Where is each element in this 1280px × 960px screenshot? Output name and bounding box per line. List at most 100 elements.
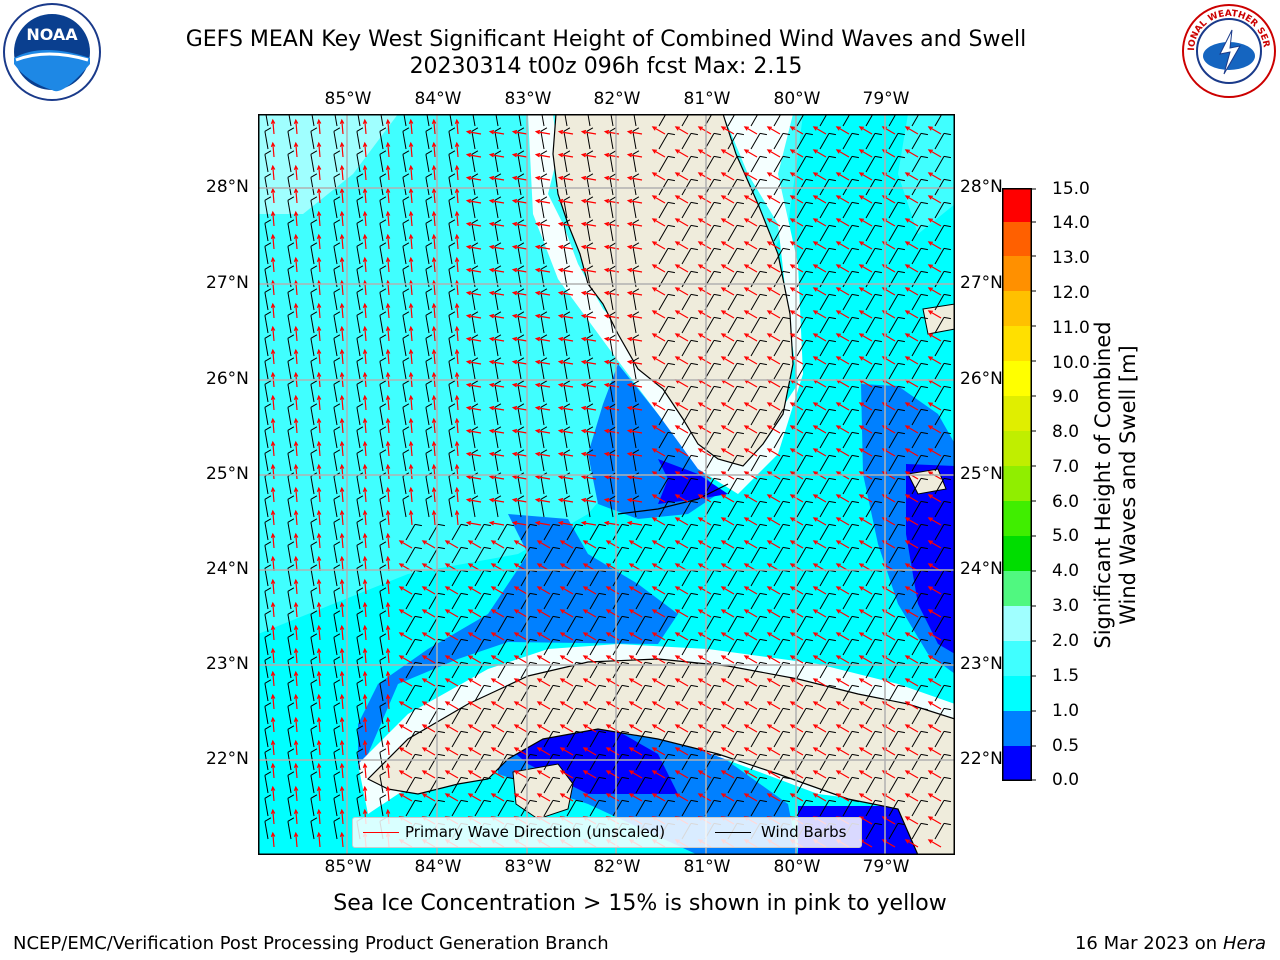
wind-barb-flag (540, 426, 548, 431)
wave-arrow-head (339, 371, 345, 378)
wind-barb (750, 248, 761, 265)
wave-arrow (341, 511, 344, 526)
wave-arrow-head (626, 405, 633, 411)
wind-barb (402, 453, 407, 472)
wave-arrow (583, 632, 597, 641)
wave-arrow-head (534, 336, 541, 342)
wind-barb-flag (402, 150, 410, 155)
wave-arrow-head (789, 701, 795, 706)
wind-barb-flag (897, 730, 905, 734)
wave-arrow (859, 379, 873, 388)
wave-arrow (582, 269, 597, 273)
wave-arrow-head (626, 359, 633, 365)
wave-arrow (559, 269, 574, 273)
wave-arrow (295, 442, 298, 457)
wind-barb (888, 501, 899, 518)
wave-arrow-head (789, 471, 795, 476)
wave-arrow (813, 126, 827, 135)
wave-arrow (859, 287, 873, 296)
wave-arrow-head (743, 448, 749, 453)
wind-barb-flag (563, 357, 571, 362)
wave-arrow (721, 586, 735, 595)
wave-arrow (433, 442, 436, 457)
wind-barb-flag (287, 173, 295, 178)
wind-barb (658, 317, 669, 334)
wave-arrow-head (835, 655, 841, 660)
wave-arrow (536, 476, 551, 480)
lat-label-right: 26°N (960, 369, 1003, 389)
wind-barb-flag (563, 219, 571, 224)
wave-arrow-head (743, 494, 749, 499)
colorbar-tick: 10.0 (1052, 353, 1090, 373)
wave-arrow (559, 131, 574, 135)
wave-arrow (456, 212, 459, 227)
wave-arrow (652, 218, 666, 227)
wind-barb (520, 685, 531, 702)
wave-arrow (928, 655, 942, 664)
wind-barb-flag (437, 661, 445, 665)
wind-barb-flag (828, 339, 836, 343)
wave-arrow-head (534, 382, 541, 388)
wave-arrow-head (651, 218, 657, 223)
wave-arrow-head (339, 233, 345, 240)
wind-barb-flag (264, 219, 272, 224)
wave-arrow (491, 747, 505, 756)
wind-barb (333, 223, 338, 242)
wave-arrow (272, 511, 275, 526)
wave-arrow-head (431, 118, 437, 125)
wave-arrow-head (858, 218, 864, 223)
wind-barb-flag (310, 219, 318, 224)
wind-barb-flag (828, 224, 836, 228)
wind-barb-flag (333, 242, 341, 247)
wind-barb-flag (644, 615, 652, 619)
wind-barb (681, 754, 692, 771)
wind-barb-flag (333, 610, 341, 615)
wind-barb-flag (356, 334, 364, 339)
wind-barb (405, 616, 416, 633)
wave-arrow (767, 195, 781, 204)
wave-arrow (652, 310, 666, 319)
wind-barb-flag (920, 132, 928, 136)
wind-barb (540, 154, 545, 173)
wind-barb (632, 131, 637, 150)
colorbar-bin (1002, 361, 1032, 396)
wind-barb (264, 453, 269, 472)
wave-arrow (318, 764, 321, 779)
wind-barb-flag (621, 661, 629, 665)
wave-arrow-head (674, 126, 680, 131)
noaa-logo: NOAA (2, 2, 102, 102)
wave-arrow-head (490, 540, 496, 545)
wave-arrow (698, 310, 712, 319)
wind-barb (865, 524, 876, 541)
wave-arrow-head (904, 218, 910, 223)
wave-arrow (698, 632, 712, 641)
wind-barb (495, 114, 499, 127)
wind-barb (842, 570, 853, 587)
wave-arrow (606, 609, 620, 618)
wind-barb (333, 453, 338, 472)
wave-arrow-head (766, 402, 772, 407)
wind-barb (379, 683, 384, 702)
wind-barb (586, 453, 591, 472)
wind-barb (310, 246, 315, 265)
wind-barb-flag (667, 293, 675, 297)
wind-barb-flag (874, 753, 882, 757)
wave-arrow-head (385, 624, 391, 631)
wind-barb-flag (540, 196, 548, 201)
wind-barb (494, 292, 499, 311)
wind-barb-flag (609, 196, 617, 201)
wave-arrow-head (339, 762, 345, 769)
wave-arrow-head (536, 747, 542, 752)
wind-barb-flag (690, 316, 698, 320)
wave-arrow-head (904, 793, 910, 798)
wind-barb-flag (736, 799, 744, 803)
wind-barb-flag (494, 288, 502, 293)
wind-barb (865, 317, 876, 334)
wind-barb (540, 292, 545, 311)
wind-barb (635, 593, 646, 610)
wave-arrow-head (293, 624, 299, 631)
wind-barb-flag (897, 684, 905, 688)
wave-arrow (387, 695, 390, 710)
wind-barb-flag (609, 334, 617, 339)
wind-barb-flag (667, 247, 675, 251)
